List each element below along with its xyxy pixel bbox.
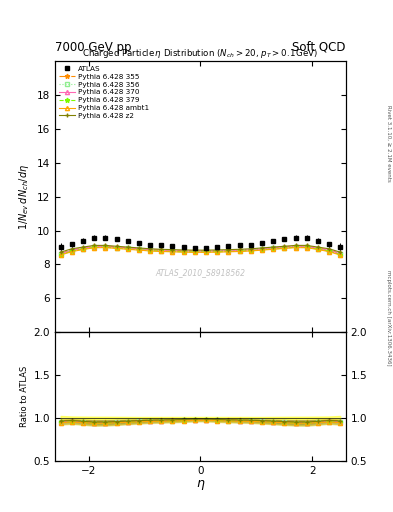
Text: Rivet 3.1.10, ≥ 2.1M events: Rivet 3.1.10, ≥ 2.1M events: [386, 105, 391, 182]
X-axis label: $\eta$: $\eta$: [196, 478, 205, 493]
Text: 7000 GeV pp: 7000 GeV pp: [55, 41, 132, 54]
Y-axis label: $1/N_{ev}\,dN_{ch}/d\eta$: $1/N_{ev}\,dN_{ch}/d\eta$: [17, 164, 31, 230]
Text: mcplots.cern.ch [arXiv:1306.3436]: mcplots.cern.ch [arXiv:1306.3436]: [386, 270, 391, 365]
Title: Charged Particle$\,\eta$ Distribution ($N_{ch}>20,\,p_T>0.1\,$GeV): Charged Particle$\,\eta$ Distribution ($…: [82, 47, 319, 60]
Text: ATLAS_2010_S8918562: ATLAS_2010_S8918562: [155, 268, 246, 277]
Legend: ATLAS, Pythia 6.428 355, Pythia 6.428 356, Pythia 6.428 370, Pythia 6.428 379, P: ATLAS, Pythia 6.428 355, Pythia 6.428 35…: [58, 65, 151, 120]
Text: Soft QCD: Soft QCD: [292, 41, 346, 54]
Y-axis label: Ratio to ATLAS: Ratio to ATLAS: [20, 366, 29, 427]
